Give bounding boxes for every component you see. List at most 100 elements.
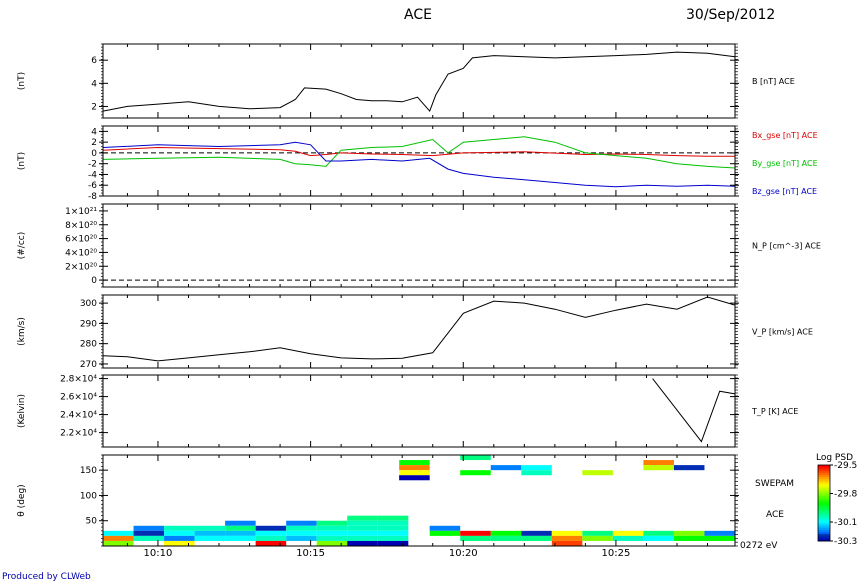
y-tick-label: 4 — [91, 79, 97, 89]
heatmap-cell — [164, 525, 195, 531]
colorbar-tick-label: -29.8 — [834, 490, 858, 500]
colorbar-tick-label: -30.3 — [834, 537, 857, 547]
heatmap-cell — [164, 530, 195, 536]
legend-entry: Bx_gse [nT] ACE — [752, 131, 818, 140]
heatmap-cell — [133, 530, 165, 536]
heatmap-cell — [255, 535, 287, 541]
colorbar-swatch — [818, 516, 830, 519]
series-line — [102, 141, 736, 188]
y-tick-label: 2 — [91, 102, 97, 112]
heatmap-cell — [225, 520, 256, 526]
y-tick-label: 100 — [80, 491, 97, 501]
heatmap-cell — [347, 525, 378, 531]
spacecraft-label: ACE — [766, 510, 784, 520]
colorbar-swatch — [818, 485, 830, 489]
heatmap-cell — [286, 520, 317, 526]
colorbar-frame — [817, 464, 831, 542]
colorbar-swatch — [818, 501, 830, 504]
y-tick-label: 270 — [80, 360, 97, 370]
colorbar-swatch — [818, 465, 830, 468]
heatmap-cell — [643, 460, 674, 466]
colorbar-swatch — [818, 476, 830, 479]
y-tick-label: 290 — [80, 319, 97, 329]
heatmap-cell — [521, 465, 552, 471]
heatmap-cell — [316, 525, 348, 531]
legend-entry: T_P [K] ACE — [751, 407, 798, 416]
heatmap-cell — [194, 535, 226, 541]
colorbar-swatch — [818, 506, 830, 510]
colorbar-swatch — [818, 491, 830, 494]
heatmap-cell — [286, 525, 317, 531]
panel-frame — [102, 374, 736, 448]
heatmap-cell — [399, 470, 430, 476]
heatmap-cell — [225, 535, 256, 541]
heatmap-cell — [429, 525, 461, 531]
panel-np — [99, 203, 739, 288]
mission-title: ACE — [404, 7, 432, 23]
colorbar-swatch — [818, 466, 830, 470]
y-axis-label: θ (deg) — [17, 484, 27, 516]
y-tick-label: 6 — [91, 56, 97, 66]
colorbar-swatch — [818, 522, 830, 525]
heatmap-cell — [286, 535, 317, 541]
colorbar-swatch — [818, 504, 830, 508]
colorbar-swatch — [818, 529, 830, 532]
heatmap-cell — [673, 535, 705, 541]
heatmap-cell — [673, 530, 705, 536]
y-tick-label: 8×10²⁰ — [65, 221, 97, 231]
heatmap-cell — [582, 530, 613, 536]
y-tick-label: 2.8×10⁴ — [60, 375, 97, 385]
colorbar-swatch — [818, 510, 830, 513]
y-tick-label: 2.6×10⁴ — [60, 393, 97, 403]
y-tick-label: 2×10²⁰ — [65, 262, 97, 272]
y-tick-label: 4 — [91, 127, 97, 137]
heatmap-cell — [133, 535, 165, 541]
colorbar-swatch — [818, 523, 830, 527]
colorbar-swatch — [818, 537, 830, 540]
colorbar-swatch — [818, 470, 830, 474]
heatmap-cell — [164, 535, 195, 541]
colorbar-swatch — [818, 508, 830, 512]
y-tick-label: -6 — [88, 181, 97, 191]
heatmap-cell — [225, 525, 256, 531]
heatmap-cell — [704, 530, 735, 536]
heatmap-cell — [316, 540, 348, 546]
colorbar-swatch — [818, 520, 830, 523]
heatmap-cell — [643, 530, 674, 536]
series-line — [102, 296, 736, 362]
colorbar-tick-label: -30.1 — [834, 518, 857, 528]
y-tick-label: 0 — [91, 276, 97, 286]
heatmap-cell — [316, 535, 348, 541]
panel-frame — [102, 203, 736, 288]
heatmap-cell — [255, 525, 287, 531]
heatmap-cell — [612, 530, 644, 536]
y-tick-label: 150 — [80, 466, 97, 476]
colorbar-title: Log PSD — [816, 453, 853, 463]
heatmap-cell — [399, 465, 430, 471]
y-tick-label: 300 — [80, 299, 97, 309]
colorbar-swatch — [818, 518, 830, 521]
legend-entry: Bz_gse [nT] ACE — [752, 187, 817, 196]
heatmap-cell — [582, 470, 613, 476]
heatmap-cell — [347, 530, 378, 536]
heatmap-cell — [460, 455, 491, 461]
colorbar-swatch — [818, 503, 830, 506]
colorbar-swatch — [818, 489, 830, 493]
colorbar-swatch — [818, 495, 830, 498]
heatmap-cell — [255, 530, 287, 536]
y-axis-label: (Kelvin) — [17, 394, 27, 428]
energy-label: 0272 eV — [740, 541, 778, 551]
heatmap-cell — [460, 535, 491, 541]
colorbar-swatch — [818, 512, 830, 515]
heatmap-cell — [490, 535, 522, 541]
legend-entry: By_gse [nT] ACE — [752, 159, 818, 168]
heatmap-cell — [612, 535, 644, 541]
panel-tp — [99, 374, 739, 448]
heatmap-cell — [643, 465, 674, 471]
series-line — [102, 51, 736, 113]
y-tick-label: 0 — [91, 149, 97, 159]
heatmap-cell — [164, 540, 195, 546]
colorbar-swatch — [818, 482, 830, 485]
heatmap-cell — [399, 475, 430, 481]
y-axis-label: (nT) — [17, 152, 27, 170]
